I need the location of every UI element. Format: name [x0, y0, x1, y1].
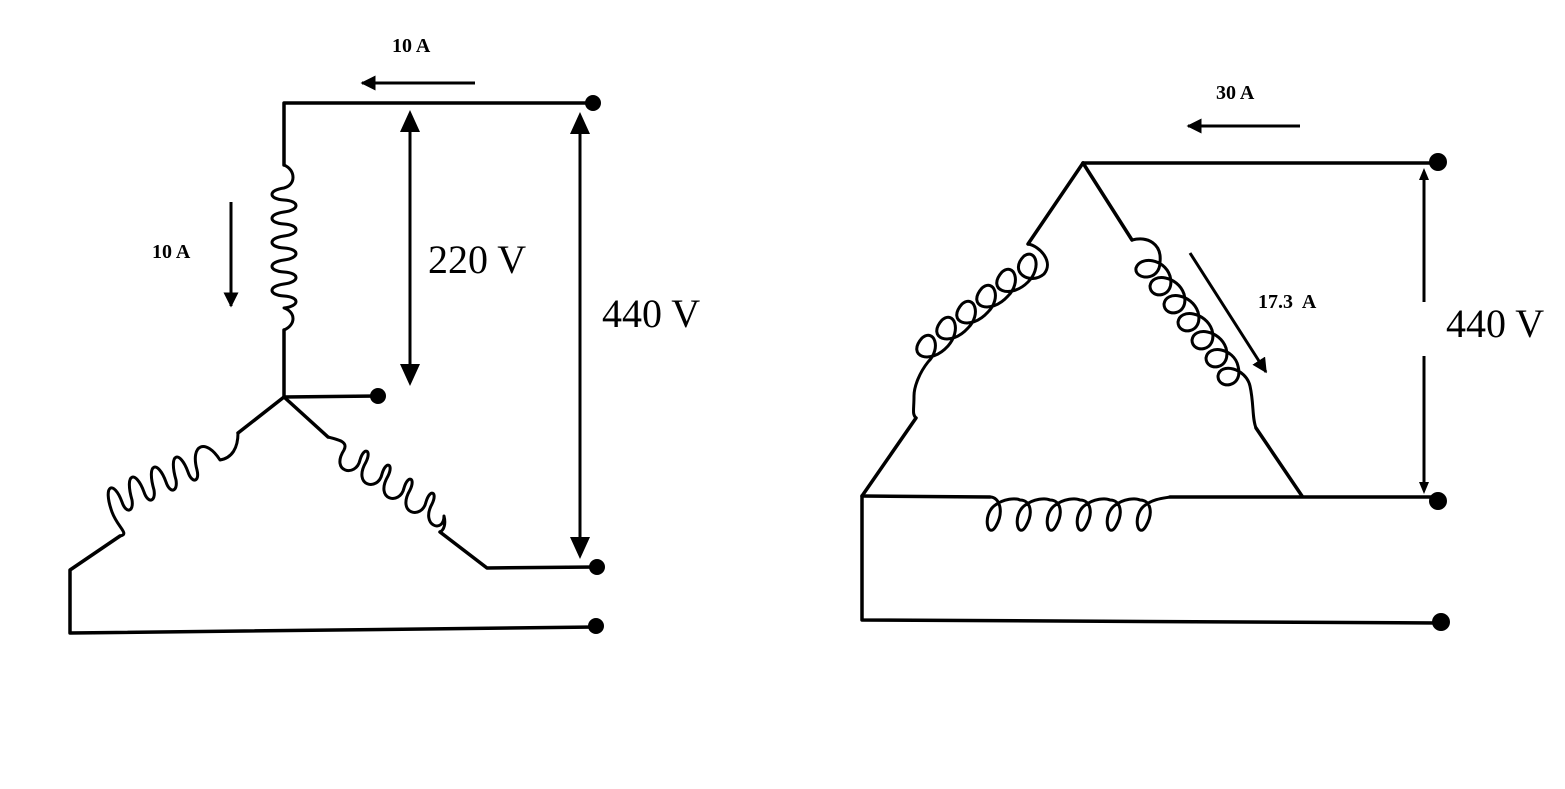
delta-line-voltage-arrow — [1419, 168, 1429, 494]
delta-right-coil — [1130, 237, 1258, 430]
star-neutral-terminal — [370, 388, 386, 404]
star-right-coil — [326, 435, 447, 534]
delta-bottom-left-wire — [860, 494, 992, 499]
delta-line-current-label: 30 A — [1216, 82, 1255, 104]
star-left-branch-wire — [236, 395, 286, 435]
star-neutral-wire — [282, 328, 380, 399]
delta-bottom-terminal — [1432, 613, 1450, 631]
delta-top-terminal — [1429, 153, 1447, 171]
star-top-line-wire — [282, 101, 595, 167]
delta-bottom-coil — [985, 495, 1172, 532]
delta-left-coil — [912, 242, 1049, 420]
star-left-lower-wire — [68, 534, 598, 635]
star-right-lower-wire — [438, 530, 599, 570]
star-phase-voltage-arrow — [400, 110, 420, 386]
star-line-voltage-label: 440 V — [602, 291, 700, 336]
star-phase-current-label: 10 A — [152, 241, 191, 263]
star-phase-voltage-label: 220 V — [428, 237, 526, 282]
delta-right-upper-wire — [1081, 161, 1134, 242]
star-left-coil — [106, 431, 240, 538]
star-top-terminal — [585, 95, 601, 111]
star-connection: 10 A 10 A 220 V 440 V — [68, 35, 700, 635]
delta-right-lower-wire — [1254, 426, 1304, 498]
delta-left-upper-wire — [1026, 161, 1085, 246]
star-right-branch-wire — [282, 395, 330, 439]
delta-middle-terminal — [1429, 492, 1447, 510]
star-bottom-terminal — [588, 618, 604, 634]
delta-left-lower-wire — [860, 416, 1442, 625]
delta-phase-current-arrow — [1188, 252, 1268, 374]
star-vertical-coil — [270, 163, 298, 332]
delta-line-voltage-label: 440 V — [1446, 301, 1544, 346]
delta-connection: 30 A 17.3 A 440 V — [860, 82, 1544, 631]
star-middle-terminal — [589, 559, 605, 575]
delta-phase-current-label: 17.3 A — [1258, 291, 1317, 313]
star-line-voltage-arrow — [570, 112, 590, 559]
star-line-current-label: 10 A — [392, 35, 431, 57]
